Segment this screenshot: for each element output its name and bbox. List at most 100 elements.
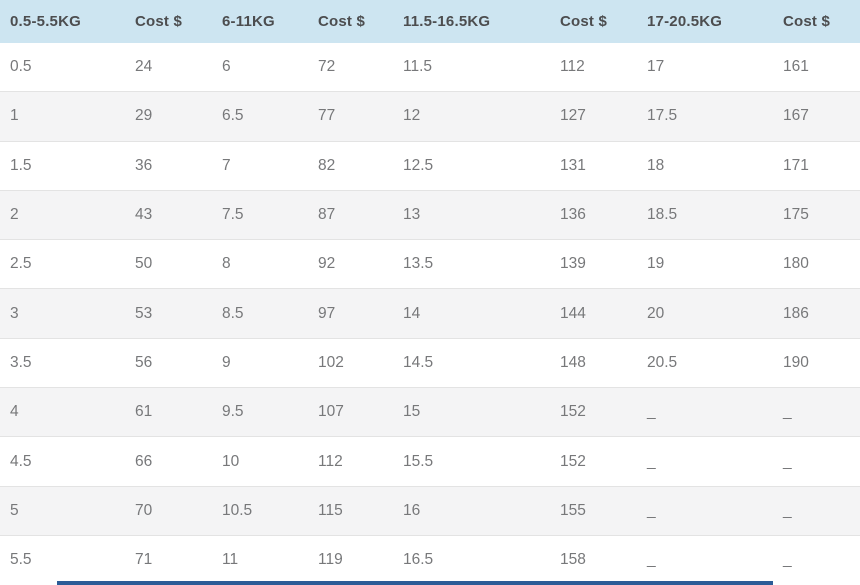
- table-cell: 14.5: [393, 337, 550, 388]
- table-cell: 82: [308, 140, 393, 191]
- table-cell: _: [773, 485, 860, 536]
- table-cell: 15: [393, 387, 550, 437]
- table-row: 2.5 50 8 92 13.5 139 19 180: [0, 239, 860, 289]
- table-cell: 14: [393, 288, 550, 339]
- column-header: 17-20.5KG: [637, 0, 773, 43]
- table-cell: _: [773, 436, 860, 487]
- table-cell: 50: [125, 239, 212, 289]
- table-cell: 16: [393, 485, 550, 536]
- table-cell: _: [637, 387, 773, 437]
- table-cell: 186: [773, 288, 860, 339]
- table-cell: 3: [0, 288, 125, 339]
- table-cell: 11: [212, 534, 308, 585]
- table-cell: 8.5: [212, 288, 308, 339]
- table-cell: 87: [308, 189, 393, 240]
- table-cell: 20.5: [637, 337, 773, 388]
- table-cell: 102: [308, 337, 393, 388]
- table-row: 4.5 66 10 112 15.5 152 _ _: [0, 436, 860, 487]
- table-cell: 92: [308, 239, 393, 289]
- table-cell: 53: [125, 288, 212, 339]
- table-cell: 4.5: [0, 436, 125, 487]
- table-row: 2 43 7.5 87 13 136 18.5 175: [0, 189, 860, 240]
- table-cell: 127: [550, 91, 637, 142]
- table-cell: 3.5: [0, 337, 125, 388]
- table-cell: 77: [308, 91, 393, 142]
- table-cell: 72: [318, 58, 336, 76]
- table-cell: 7: [212, 140, 308, 191]
- table-cell: _: [637, 534, 773, 585]
- table-cell: 175: [773, 189, 860, 240]
- table-cell: _: [773, 534, 860, 585]
- table-cell: _: [773, 387, 860, 437]
- table-cell: 148: [550, 337, 637, 388]
- table-row: 3.5 56 9 102 14.5 148 20.5 190: [0, 337, 860, 388]
- table-cell: 24: [135, 58, 153, 76]
- table-row: 1 29 6.5 77 12 127 17.5 167: [0, 91, 860, 142]
- table-cell: 71: [125, 534, 212, 585]
- table-cell: 5.5: [0, 534, 125, 585]
- table-cell: 19: [637, 239, 773, 289]
- table-cell: 1.5: [0, 140, 125, 191]
- table-cell: 16.5: [393, 534, 550, 585]
- table-cell: 139: [550, 239, 637, 289]
- table-cell: 1: [0, 91, 125, 142]
- table-cell: 4: [0, 387, 125, 437]
- table-cell: 29: [125, 91, 212, 142]
- table-cell: 180: [773, 239, 860, 289]
- bottom-blue-bar: [57, 581, 773, 585]
- table-cell: 12: [393, 91, 550, 142]
- table-cell: 112: [560, 58, 585, 76]
- table-cell: 190: [773, 337, 860, 388]
- table-cell: 13: [393, 189, 550, 240]
- table-cell: 11.5: [403, 58, 433, 76]
- table-cell: 144: [550, 288, 637, 339]
- table-cell: 115: [308, 485, 393, 536]
- table-cell: 152: [550, 387, 637, 437]
- table-cell: 70: [125, 485, 212, 536]
- column-header: Cost $: [550, 0, 637, 43]
- table-cell: 6.5: [212, 91, 308, 142]
- table-cell: 155: [550, 485, 637, 536]
- table-cell: 161: [783, 58, 809, 76]
- table-cell: 119: [308, 534, 393, 585]
- table-row: 5.5 71 11 119 16.5 158 _ _: [0, 534, 860, 585]
- table-cell: 167: [773, 91, 860, 142]
- table-cell: 6: [222, 58, 231, 76]
- table-cell: 9: [212, 337, 308, 388]
- column-header: 0.5-5.5KG: [0, 0, 125, 43]
- table-cell: 2: [0, 189, 125, 240]
- table-row: 5 70 10.5 115 16 155 _ _: [0, 485, 860, 536]
- table-cell: 97: [308, 288, 393, 339]
- table-cell: 15.5: [393, 436, 550, 487]
- column-header: Cost $: [125, 0, 212, 43]
- table-row: 3 53 8.5 97 14 144 20 186: [0, 288, 860, 339]
- table-cell: 56: [125, 337, 212, 388]
- table-cell: 61: [125, 387, 212, 437]
- table-cell: 10.5: [212, 485, 308, 536]
- table-cell: 5: [0, 485, 125, 536]
- table-cell: _: [637, 436, 773, 487]
- table-row: 0.5 24 6 72 11.5 112 17 161: [0, 43, 860, 92]
- table-cell: _: [637, 485, 773, 536]
- table-header-row: 0.5-5.5KG Cost $6-11KG Cost $11.5-16.5KG Co…: [0, 0, 860, 43]
- table-cell: 12.5: [393, 140, 550, 191]
- table-cell: 9.5: [212, 387, 308, 437]
- table-cell: 8: [212, 239, 308, 289]
- table-cell: 20: [637, 288, 773, 339]
- table-cell: 152: [550, 436, 637, 487]
- table-cell: 158: [550, 534, 637, 585]
- table-cell: 17: [647, 58, 665, 76]
- table-cell: 18: [637, 140, 773, 191]
- column-header: 6-11KG: [212, 0, 308, 43]
- table-row: 1.5 36 7 82 12.5 131 18 171: [0, 140, 860, 191]
- table-cell: 36: [125, 140, 212, 191]
- table-cell: 66: [125, 436, 212, 487]
- column-header: Cost $: [308, 0, 393, 43]
- table-cell: 171: [773, 140, 860, 191]
- table-cell: 136: [550, 189, 637, 240]
- table-cell: 0.5: [10, 58, 32, 76]
- table-cell: 107: [308, 387, 393, 437]
- table-cell: 2.5: [0, 239, 125, 289]
- table-row: 4 61 9.5 107 15 152 _ _: [0, 387, 860, 437]
- table-cell: 18.5: [637, 189, 773, 240]
